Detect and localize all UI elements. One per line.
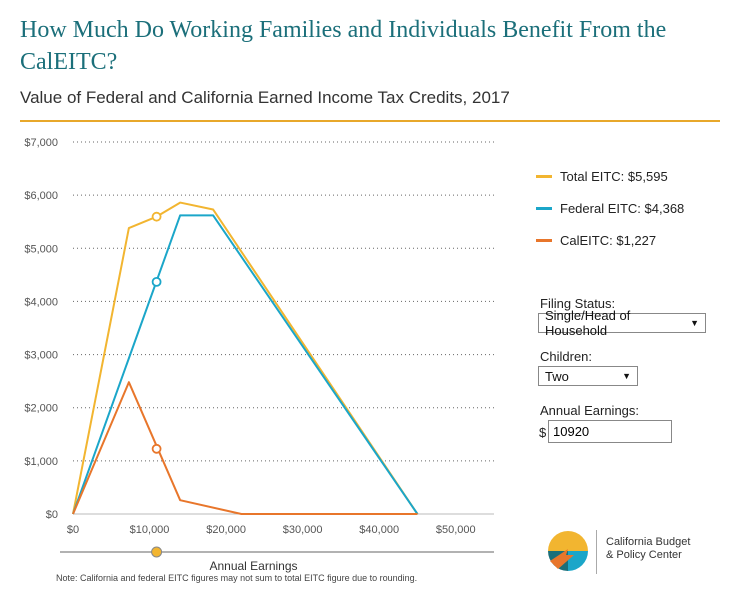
y-tick-label: $1,000 [24, 456, 58, 468]
legend-swatch-cal [536, 238, 552, 242]
y-tick-label: $7,000 [24, 137, 58, 149]
x-tick-label: $50,000 [436, 524, 476, 536]
earnings-slider-handle[interactable] [151, 546, 163, 558]
children-label: Children: [540, 349, 593, 364]
series-line-1 [72, 214, 419, 515]
legend-label-cal: CalEITC: $1,227 [560, 232, 657, 248]
x-tick-label: $0 [67, 524, 79, 536]
filing-status-value: Single/Head of Household [545, 308, 631, 338]
currency-symbol: $ [539, 425, 547, 440]
legend-item-federal: Federal EITC: $4,368 [536, 192, 684, 224]
filing-status-label: Filing Status: [540, 296, 616, 311]
legend-item-total: Total EITC: $5,595 [536, 160, 684, 192]
cbpc-logo-icon [548, 531, 588, 571]
y-tick-label: $4,000 [24, 296, 58, 308]
series-line-2 [72, 381, 418, 515]
legend: Total EITC: $5,595 Federal EITC: $4,368 … [536, 160, 684, 256]
legend-item-cal: CalEITC: $1,227 [536, 224, 684, 256]
x-tick-label: $40,000 [359, 524, 399, 536]
logo-divider [596, 530, 597, 574]
earnings-input[interactable] [548, 420, 672, 443]
y-tick-label: $2,000 [24, 403, 58, 415]
title-rule [20, 120, 720, 122]
page-subtitle: Value of Federal and California Earned I… [20, 88, 510, 107]
x-tick-label: $20,000 [206, 524, 246, 536]
earnings-label: Annual Earnings: [540, 403, 640, 418]
x-axis-label: Annual Earnings [209, 559, 297, 573]
series-marker-2 [151, 443, 162, 454]
chevron-down-icon: ▼ [622, 371, 631, 381]
eitc-chart: $0 $1,000 $2,000 $3,000 $4,000 $5,000 $6,000 $7… [24, 137, 494, 583]
y-tick-label: $5,000 [24, 243, 58, 255]
children-select[interactable]: Two ▼ [538, 366, 638, 386]
legend-label-total: Total EITC: $5,595 [560, 168, 668, 184]
series-marker-1 [151, 276, 162, 287]
series-marker-0 [151, 211, 162, 222]
filing-status-select[interactable]: Single/Head of Household ▼ [538, 308, 706, 338]
y-tick-label: $6,000 [24, 190, 58, 202]
logo-line-2: & Policy Center [606, 549, 682, 561]
y-tick-label: $0 [46, 509, 58, 521]
page-title: How Much Do Working Families and Individ… [20, 17, 667, 75]
logo-text: California Budget & Policy Center [606, 536, 690, 562]
legend-label-federal: Federal EITC: $4,368 [560, 200, 685, 216]
x-tick-label: $30,000 [283, 524, 323, 536]
legend-swatch-federal [536, 206, 552, 210]
children-value: Two [545, 368, 569, 384]
legend-swatch-total [536, 174, 552, 178]
logo-line-1: California Budget [606, 536, 691, 548]
y-tick-label: $3,000 [24, 350, 58, 362]
chevron-down-icon: ▼ [690, 318, 699, 328]
series-line-0 [72, 201, 419, 515]
chart-note: Note: California and federal EITC figure… [56, 573, 417, 583]
x-tick-label: $10,000 [130, 524, 170, 536]
